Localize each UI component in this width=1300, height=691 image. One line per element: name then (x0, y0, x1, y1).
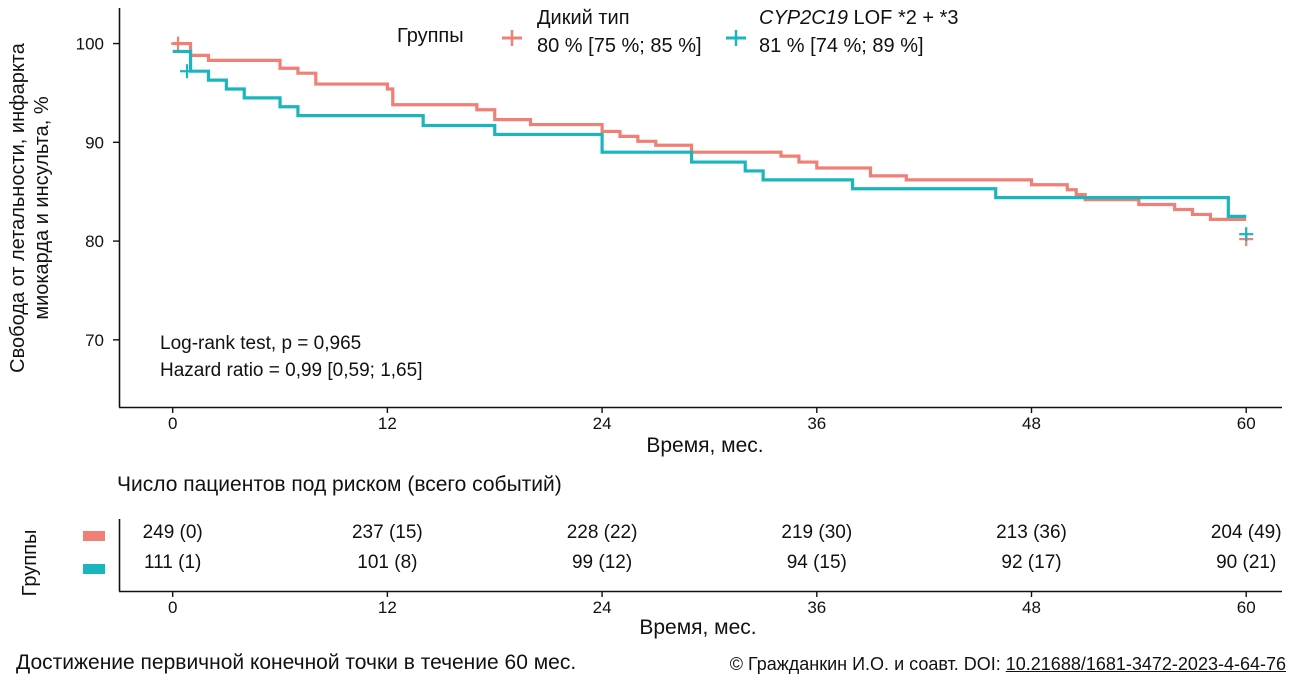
legend-title: Группы (397, 25, 464, 47)
legend-label-lof-text: LOF *2 + *3 (854, 7, 959, 29)
risk-cell-row1-t24: 99 (12) (572, 552, 632, 573)
risk-cell-row0-t24: 228 (22) (567, 522, 638, 543)
y-tick-label-100: 100 (76, 35, 104, 54)
risk-cell-row0-t0: 249 (0) (143, 522, 203, 543)
x-tick-label-12: 12 (378, 414, 397, 433)
risk-cell-row0-t48: 213 (36) (996, 522, 1067, 543)
km-curve-series-1 (172, 49, 1247, 218)
risk-x-tick-label-60: 60 (1237, 598, 1256, 617)
x-tick-label-48: 48 (1022, 414, 1041, 433)
risk-cell-row0-t36: 219 (30) (781, 522, 852, 543)
doi-link[interactable]: 10.21688/1681-3472-2023-4-64-76 (1005, 654, 1286, 674)
x-tick-label-36: 36 (807, 414, 826, 433)
y-axis-title-line-1: Свобода от летальности, инфаркта (7, 42, 29, 373)
censor-mark-series-1-1 (1239, 227, 1254, 242)
y-tick-label-80: 80 (85, 232, 104, 251)
legend-label-lof-gene: CYP2C19 (759, 7, 848, 29)
y-axis-title-line-2: миокарда и инсульта, % (31, 96, 53, 320)
y-tick-label-70: 70 (85, 331, 104, 350)
risk-row-swatch-wildtype (83, 531, 105, 541)
km-curve-series-0 (172, 41, 1247, 221)
figure-caption: Достижение первичной конечной точки в те… (16, 651, 577, 674)
risk-cell-row1-t0: 111 (1) (144, 552, 201, 573)
legend-marker-wildtype (502, 30, 522, 46)
risk-cell-row1-t48: 92 (17) (1001, 552, 1061, 573)
risk-cell-row1-t36: 94 (15) (787, 552, 847, 573)
risk-cell-row0-t60: 204 (49) (1211, 522, 1282, 543)
risk-x-tick-label-0: 0 (168, 598, 177, 617)
copyright-prefix: © Гражданкин И.О. и соавт. DOI: (729, 654, 1006, 674)
x-tick-label-60: 60 (1237, 414, 1256, 433)
x-tick-label-0: 0 (168, 414, 177, 433)
legend-label-lof: CYP2C19 LOF *2 + *3 (759, 7, 959, 29)
risk-x-tick-label-12: 12 (378, 598, 397, 617)
risk-x-tick-label-24: 24 (593, 598, 612, 617)
legend-label-wildtype: Дикий тип (537, 7, 630, 29)
hazard-ratio-annotation: Hazard ratio = 0,99 [0,59; 1,65] (160, 360, 422, 381)
x-axis-title: Время, мес. (646, 434, 763, 457)
censor-mark-series-0-0 (171, 36, 186, 51)
censor-mark-series-1-0 (179, 64, 194, 79)
logrank-annotation: Log-rank test, p = 0,965 (160, 333, 361, 354)
risk-cell-row1-t12: 101 (8) (357, 552, 417, 573)
risk-table-x-axis-title: Время, мес. (639, 616, 756, 639)
risk-table-title: Число пациентов под риском (всего событи… (117, 473, 562, 496)
legend-ci-lof: 81 % [74 %; 89 %] (759, 35, 924, 57)
risk-x-tick-label-48: 48 (1022, 598, 1041, 617)
risk-table-ylabel: Группы (19, 530, 41, 597)
y-tick-label-90: 90 (85, 133, 104, 152)
legend-marker-lof (726, 30, 746, 46)
x-tick-label-24: 24 (593, 414, 612, 433)
legend-ci-wildtype: 80 % [75 %; 85 %] (537, 35, 702, 57)
risk-cell-row1-t60: 90 (21) (1216, 552, 1276, 573)
copyright-line: © Гражданкин И.О. и соавт. DOI: 10.21688… (730, 654, 1286, 675)
risk-row-swatch-lof (83, 564, 105, 574)
risk-cell-row0-t12: 237 (15) (352, 522, 423, 543)
risk-x-tick-label-36: 36 (807, 598, 826, 617)
